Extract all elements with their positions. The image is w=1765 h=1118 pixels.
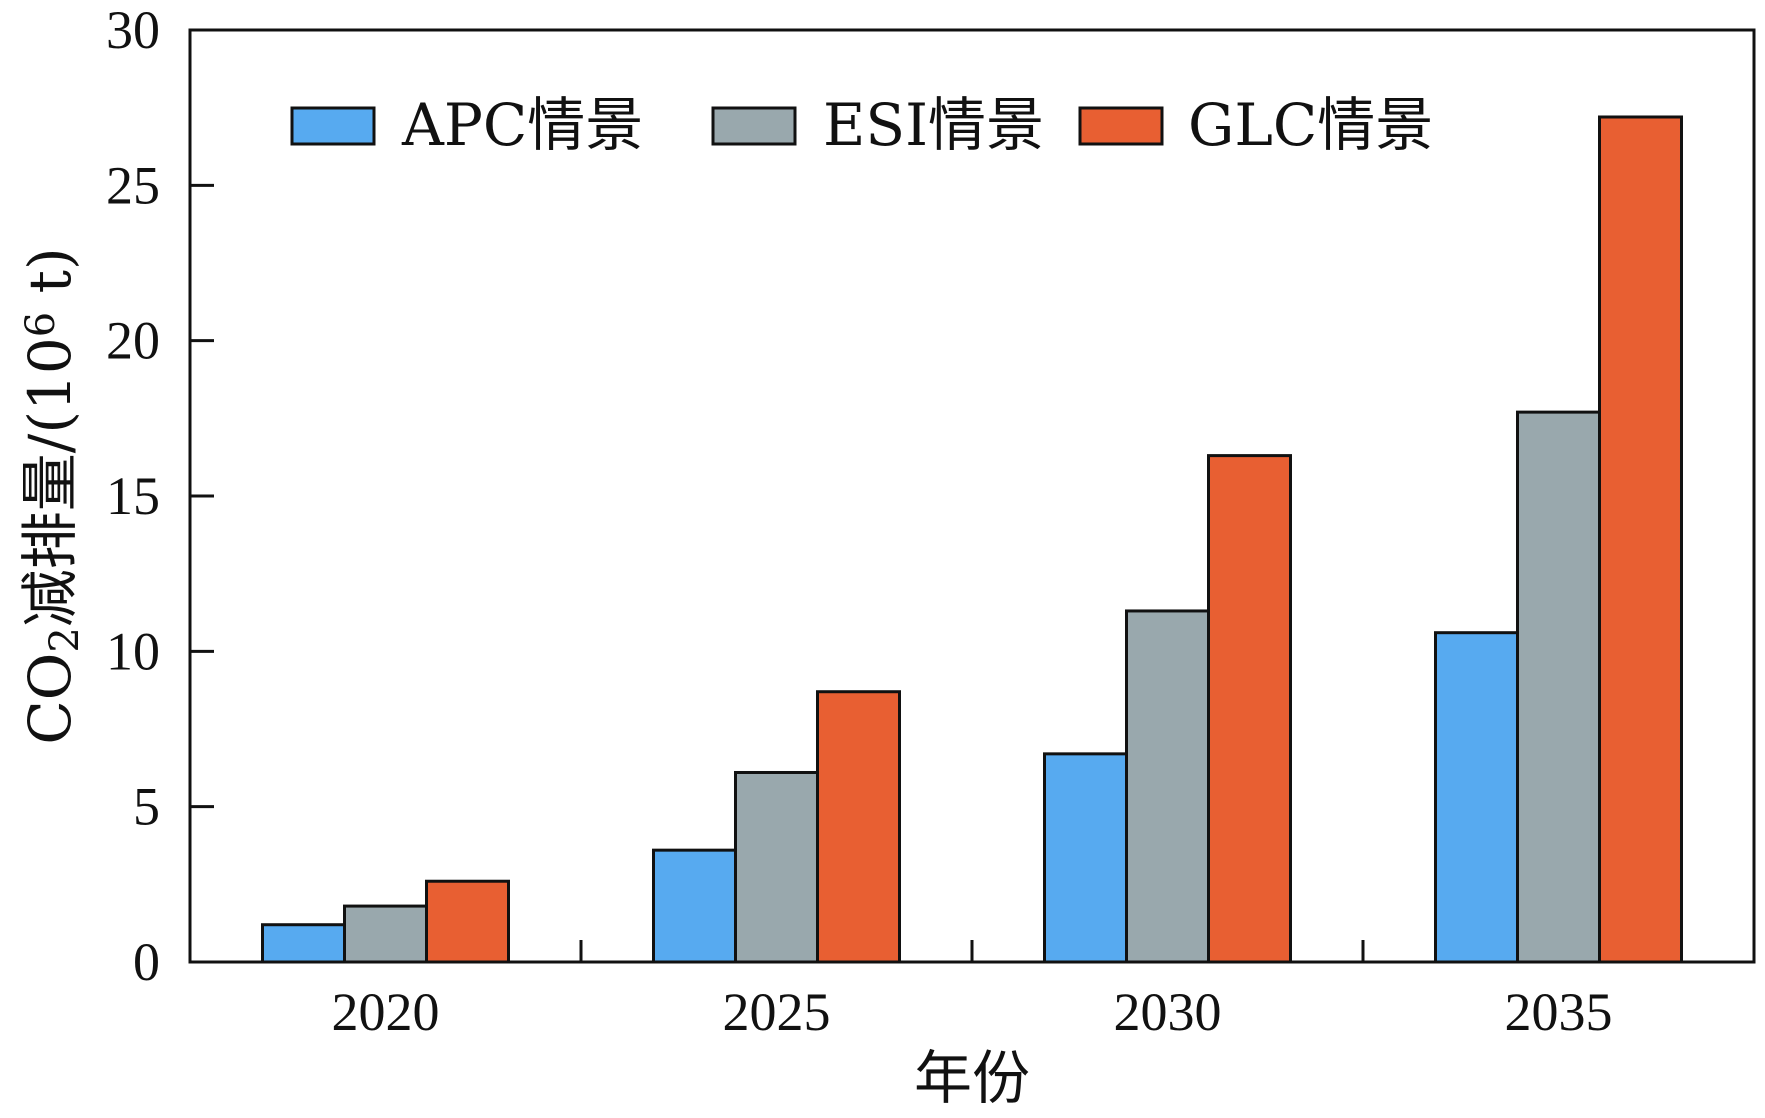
legend-label-ESI情景: ESI情景: [823, 91, 1044, 159]
y-axis-label: CO2减排量/(106 t): [16, 247, 88, 744]
bar-ESI情景-2020: [343, 904, 428, 964]
y-tick-label-10: 10: [106, 621, 160, 681]
bars-layer: [261, 115, 1683, 964]
bar-GLC情景-2030: [1207, 454, 1292, 964]
bar-GLC情景-2025: [816, 690, 901, 964]
bar-ESI情景-2030: [1125, 609, 1210, 964]
bar-GLC情景-2020: [425, 879, 510, 964]
bar-GLC情景-2035: [1598, 115, 1683, 964]
x-axis-label: 年份: [914, 1044, 1030, 1112]
y-tick-label-25: 25: [106, 155, 160, 215]
x-tick-label-2025: 2025: [723, 982, 831, 1042]
bar-APC情景-2020: [261, 923, 346, 964]
legend-swatch-APC情景: [290, 106, 376, 146]
legend: APC情景 ESI情景 GLC情景: [290, 91, 1433, 159]
x-tick-label-2030: 2030: [1114, 982, 1222, 1042]
y-tick-label-15: 15: [106, 466, 160, 526]
legend-swatch-ESI情景: [711, 106, 797, 146]
legend-swatch-GLC情景: [1078, 106, 1164, 146]
legend-label-APC情景: APC情景: [401, 91, 643, 159]
bar-ESI情景-2035: [1516, 410, 1601, 964]
y-tick-label-0: 0: [133, 932, 160, 992]
axes: [188, 28, 1756, 964]
bar-ESI情景-2025: [734, 770, 819, 964]
bar-APC情景-2030: [1043, 752, 1128, 964]
y-tick-label-20: 20: [106, 311, 160, 371]
labels: 2020 2025 2030 2035051015202530年份CO2减排量/(10…: [16, 0, 1613, 1112]
y-tick-label-30: 30: [106, 0, 160, 60]
bar-APC情景-2025: [652, 848, 737, 964]
legend-label-GLC情景: GLC情景: [1188, 91, 1433, 159]
x-tick-label-2020: 2020: [332, 982, 440, 1042]
bar-APC情景-2035: [1434, 631, 1519, 964]
x-tick-label-2035: 2035: [1505, 982, 1613, 1042]
y-tick-label-5: 5: [133, 777, 160, 837]
